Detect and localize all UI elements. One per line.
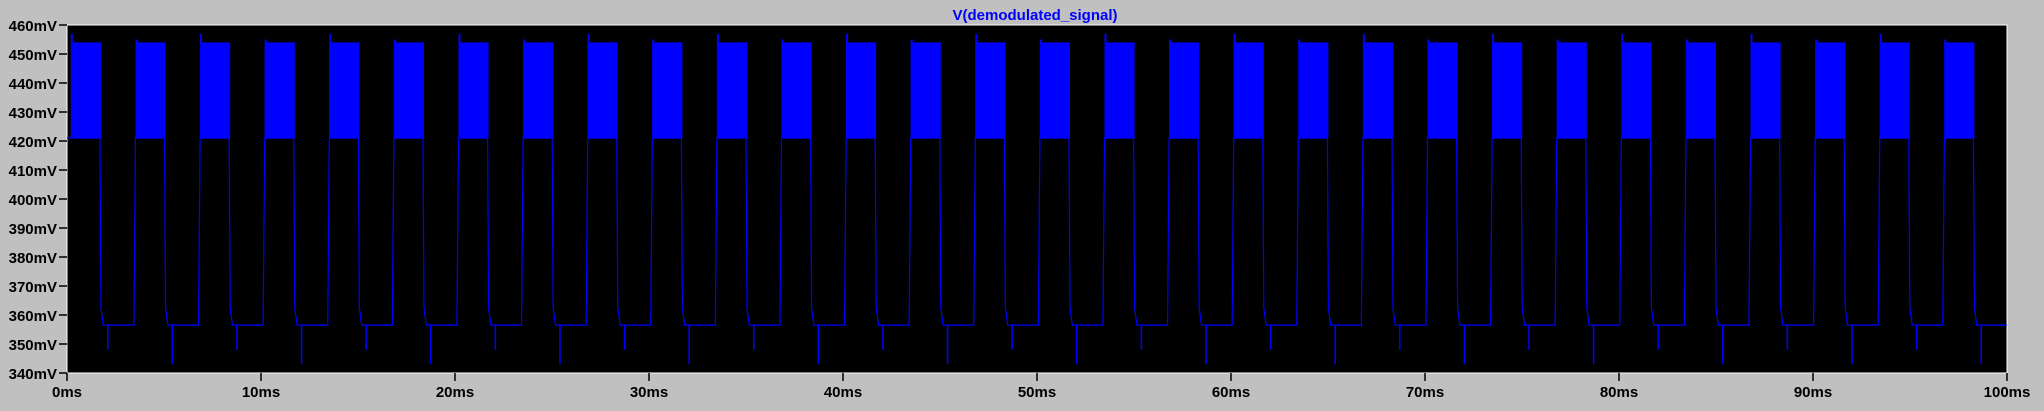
trace-title[interactable]: V(demodulated_signal) — [952, 7, 1117, 24]
plot-area[interactable] — [66, 24, 2008, 374]
carrier-burst[interactable] — [1233, 42, 1264, 139]
carrier-burst[interactable] — [1039, 42, 1070, 139]
carrier-burst[interactable] — [1362, 42, 1393, 139]
x-tick-label: 10ms — [242, 384, 280, 401]
carrier-burst[interactable] — [70, 42, 101, 139]
carrier-burst[interactable] — [587, 42, 618, 139]
x-axis: 0ms 10ms 20ms 30ms 40ms 50ms 60ms 70ms 80ms 90ms 1… — [52, 373, 2030, 401]
y-tick-label: 430mV — [9, 105, 57, 122]
y-tick-label: 450mV — [9, 47, 57, 64]
carrier-burst[interactable] — [781, 42, 812, 139]
y-tick-label: 350mV — [9, 337, 57, 354]
carrier-burst[interactable] — [200, 42, 231, 139]
carrier-burst[interactable] — [1169, 42, 1200, 139]
x-tick-label: 100ms — [1984, 384, 2031, 401]
carrier-burst[interactable] — [1621, 42, 1652, 139]
carrier-burst[interactable] — [264, 42, 295, 139]
carrier-burst[interactable] — [458, 42, 489, 139]
x-tick-label: 40ms — [824, 384, 862, 401]
carrier-burst[interactable] — [1750, 42, 1781, 139]
carrier-burst[interactable] — [716, 42, 747, 139]
carrier-burst[interactable] — [1685, 42, 1716, 139]
carrier-burst[interactable] — [652, 42, 683, 139]
trace-group — [67, 33, 2007, 365]
carrier-burst[interactable] — [846, 42, 877, 139]
carrier-burst[interactable] — [1492, 42, 1523, 139]
x-tick-label: 60ms — [1212, 384, 1250, 401]
carrier-burst[interactable] — [1879, 42, 1910, 139]
x-tick-label: 20ms — [436, 384, 474, 401]
carrier-burst[interactable] — [329, 42, 360, 139]
y-tick-label: 440mV — [9, 76, 57, 93]
carrier-burst[interactable] — [135, 42, 166, 139]
carrier-burst[interactable] — [523, 42, 554, 139]
carrier-burst[interactable] — [1104, 42, 1135, 139]
trace-baseline[interactable] — [67, 137, 2007, 326]
x-tick-label: 90ms — [1794, 384, 1832, 401]
y-tick-label: 400mV — [9, 192, 57, 209]
y-axis: 340mV 350mV 360mV 370mV 380mV 390mV 400mV 410mV… — [9, 18, 67, 383]
carrier-burst[interactable] — [910, 42, 941, 139]
carrier-burst[interactable] — [975, 42, 1006, 139]
y-tick-label: 340mV — [9, 366, 57, 383]
carrier-burst[interactable] — [1427, 42, 1458, 139]
y-tick-label: 420mV — [9, 134, 57, 151]
y-tick-label: 380mV — [9, 250, 57, 267]
y-tick-label: 390mV — [9, 221, 57, 238]
y-tick-label: 360mV — [9, 308, 57, 325]
x-tick-label: 0ms — [52, 384, 82, 401]
y-tick-label: 410mV — [9, 163, 57, 180]
carrier-burst[interactable] — [1298, 42, 1329, 139]
x-tick-label: 30ms — [630, 384, 668, 401]
carrier-burst[interactable] — [1815, 42, 1846, 139]
x-tick-label: 50ms — [1018, 384, 1056, 401]
x-tick-label: 80ms — [1600, 384, 1638, 401]
carrier-burst[interactable] — [1944, 42, 1975, 139]
carrier-burst[interactable] — [393, 42, 424, 139]
carrier-burst[interactable] — [1556, 42, 1587, 139]
y-tick-label: 370mV — [9, 279, 57, 296]
x-tick-label: 70ms — [1406, 384, 1444, 401]
y-tick-label: 460mV — [9, 18, 57, 35]
